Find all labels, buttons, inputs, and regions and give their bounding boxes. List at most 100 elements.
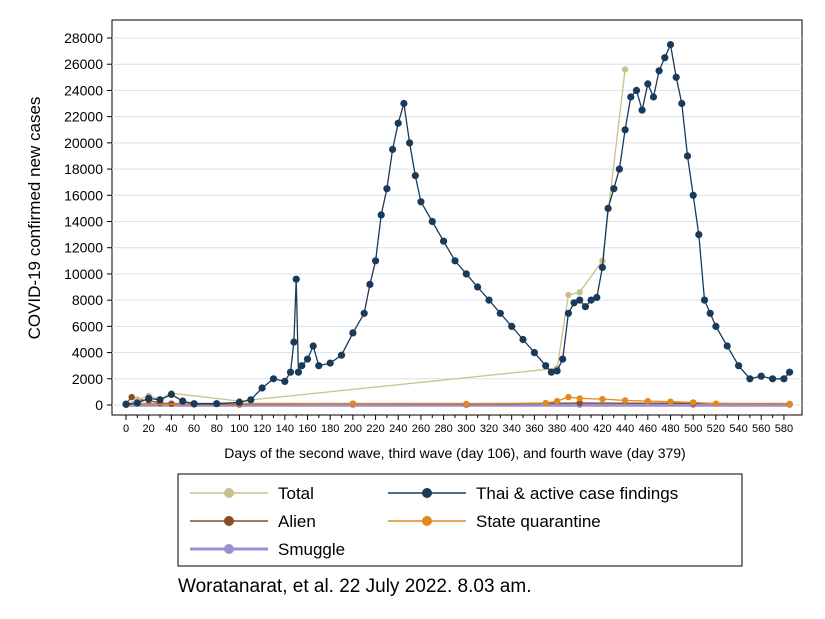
legend-label: Smuggle <box>278 540 345 559</box>
x-tick-label: 300 <box>457 423 475 435</box>
legend-label: Alien <box>278 512 316 531</box>
legend-item-state_quarantine: State quarantine <box>388 512 601 531</box>
data-point <box>706 309 714 317</box>
x-tick-label: 240 <box>389 423 407 435</box>
x-tick-label: 440 <box>616 423 634 435</box>
data-point <box>700 296 709 304</box>
data-point <box>349 400 357 407</box>
data-point <box>309 342 317 350</box>
data-point <box>294 368 302 376</box>
data-point <box>485 296 493 304</box>
data-point <box>133 399 141 407</box>
data-point <box>689 191 697 199</box>
data-point <box>542 362 550 370</box>
data-point <box>411 172 419 180</box>
data-point <box>621 397 629 404</box>
y-tick-label: 14000 <box>64 214 103 230</box>
data-point <box>604 204 612 212</box>
y-tick-label: 20000 <box>64 135 103 151</box>
gridlines <box>112 37 802 406</box>
data-point <box>746 375 754 383</box>
data-point <box>269 375 278 383</box>
data-point <box>553 367 561 375</box>
data-point <box>400 99 408 108</box>
series-group <box>122 41 794 408</box>
legend-item-smuggle: Smuggle <box>190 540 345 559</box>
legend-item-thai: Thai & active case findings <box>388 484 678 503</box>
data-point <box>167 390 175 399</box>
data-point <box>156 396 164 404</box>
x-tick-label: 60 <box>188 423 200 435</box>
x-tick-label: 160 <box>298 423 316 435</box>
y-tick-label: 4000 <box>72 345 103 361</box>
data-point <box>389 145 397 153</box>
data-point <box>298 362 306 370</box>
data-point <box>451 257 459 265</box>
data-point <box>565 393 572 401</box>
data-point <box>366 280 374 288</box>
y-tick-label: 6000 <box>72 318 103 334</box>
data-point <box>394 119 402 127</box>
x-tick-label: 500 <box>684 423 702 435</box>
y-tick-label: 28000 <box>64 30 103 46</box>
data-point <box>599 395 606 403</box>
data-point <box>281 377 289 385</box>
legend-item-total: Total <box>190 484 314 503</box>
data-point <box>638 106 646 114</box>
data-point <box>247 396 255 404</box>
data-point <box>145 394 153 402</box>
data-point <box>627 93 635 101</box>
data-point <box>581 303 590 311</box>
data-point <box>757 372 765 380</box>
data-point <box>440 237 448 245</box>
series-state_quarantine <box>122 393 793 408</box>
legend-label: State quarantine <box>476 512 601 531</box>
x-tick-label: 580 <box>775 423 793 435</box>
data-point <box>377 211 385 219</box>
y-tick-label: 0 <box>95 397 103 413</box>
data-point <box>474 283 482 291</box>
x-tick-label: 340 <box>503 423 521 435</box>
data-point <box>463 400 470 408</box>
data-point <box>565 291 572 299</box>
x-tick-label: 320 <box>480 423 498 435</box>
data-point <box>598 263 607 271</box>
data-point <box>519 335 527 344</box>
y-axis-label: COVID-19 confirmed new cases <box>25 97 44 340</box>
data-point <box>360 309 368 317</box>
data-point <box>683 152 692 160</box>
data-point <box>576 296 584 304</box>
x-tick-label: 380 <box>548 423 566 435</box>
data-point <box>786 368 794 376</box>
data-point <box>644 397 651 405</box>
x-tick-label: 520 <box>707 423 725 435</box>
data-point <box>292 275 300 283</box>
data-point <box>508 322 516 330</box>
data-point <box>570 299 578 307</box>
data-point <box>303 355 312 363</box>
data-point <box>780 375 788 383</box>
data-point <box>678 99 686 108</box>
data-point <box>286 368 295 376</box>
data-point <box>644 80 652 88</box>
plot-area <box>111 19 803 416</box>
legend-marker <box>224 516 234 526</box>
legend-marker <box>422 516 432 526</box>
data-point <box>337 351 346 359</box>
axes: 0200040006000800010000120001400016000180… <box>64 30 793 435</box>
data-point <box>576 395 583 402</box>
x-tick-label: 460 <box>639 423 657 435</box>
data-point <box>649 93 658 101</box>
data-point <box>723 342 731 350</box>
legend-marker <box>422 488 432 498</box>
y-tick-label: 24000 <box>64 82 103 98</box>
x-tick-label: 100 <box>230 423 248 435</box>
x-tick-label: 420 <box>593 423 611 435</box>
data-point <box>128 393 135 401</box>
data-point <box>542 399 549 407</box>
data-point <box>587 296 595 304</box>
x-tick-label: 260 <box>412 423 430 435</box>
data-point <box>315 362 323 370</box>
data-point <box>621 66 629 73</box>
